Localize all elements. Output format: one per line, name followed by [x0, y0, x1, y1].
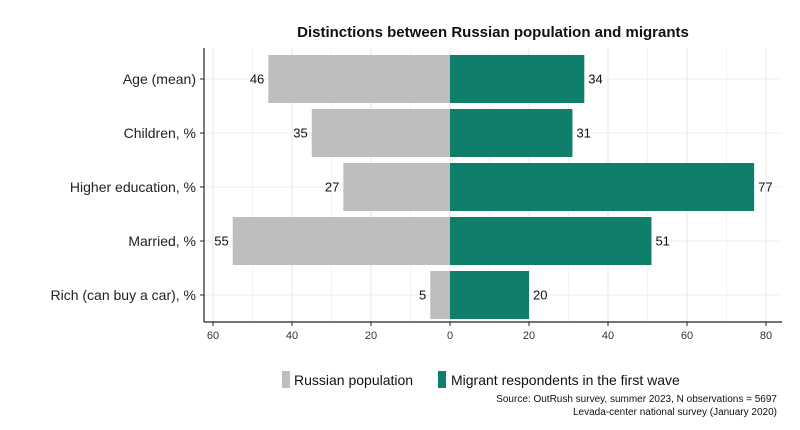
value-label-russian-population-3: 55: [214, 234, 228, 249]
bar-russian-population-1: [311, 109, 450, 157]
bar-russian-population-4: [430, 271, 450, 319]
category-label-1: Children, %: [124, 125, 196, 141]
legend-label-russian-population: Russian population: [294, 372, 413, 388]
value-label-migrant-respondents-2: 77: [758, 180, 772, 195]
x-tick-label-6: 60: [681, 330, 693, 342]
legend: Russian population Migrant respondents i…: [282, 371, 680, 388]
value-label-russian-population-0: 46: [250, 72, 264, 87]
category-labels: Age (mean) Children, % Higher education, %…: [51, 71, 197, 303]
value-label-migrant-respondents-4: 20: [533, 288, 547, 303]
bar-migrant-respondents-3: [450, 217, 652, 265]
bar-migrant-respondents-4: [450, 271, 529, 319]
x-tick-label-3: 0: [447, 330, 453, 342]
axes: [200, 48, 782, 326]
category-label-2: Higher education, %: [70, 179, 196, 195]
value-label-russian-population-2: 27: [325, 180, 339, 195]
x-tick-label-2: 20: [365, 330, 377, 342]
legend-label-migrant-respondents: Migrant respondents in the first wave: [451, 372, 680, 388]
legend-swatch-russian-population: [282, 371, 290, 388]
category-label-4: Rich (can buy a car), %: [51, 287, 197, 303]
value-labels: 46 34 35 31 27 77 55 51 5 20: [214, 72, 772, 303]
bar-russian-population-0: [268, 55, 450, 103]
source-line-1: Source: OutRush survey, summer 2023, N o…: [496, 394, 777, 405]
value-label-russian-population-1: 35: [293, 126, 307, 141]
category-label-3: Married, %: [128, 233, 196, 249]
value-label-migrant-respondents-1: 31: [576, 126, 590, 141]
value-label-migrant-respondents-0: 34: [588, 72, 602, 87]
bar-russian-population-2: [343, 163, 450, 211]
value-label-russian-population-4: 5: [419, 288, 426, 303]
bars: [232, 55, 755, 319]
source-line-2: Levada-center national survey (January 2…: [573, 407, 777, 418]
x-tick-label-7: 80: [760, 330, 772, 342]
bar-migrant-respondents-0: [450, 55, 585, 103]
x-tick-label-4: 20: [523, 330, 535, 342]
x-tick-label-5: 40: [602, 330, 614, 342]
x-tick-label-1: 40: [286, 330, 298, 342]
x-tick-label-0: 60: [207, 330, 219, 342]
bar-migrant-respondents-1: [450, 109, 573, 157]
x-tick-labels: 60 40 20 0 20 40 60 80: [207, 330, 772, 342]
bar-russian-population-3: [232, 217, 450, 265]
bar-migrant-respondents-2: [450, 163, 755, 211]
value-label-migrant-respondents-3: 51: [655, 234, 669, 249]
chart-title: Distinctions between Russian population …: [297, 24, 689, 41]
category-label-0: Age (mean): [123, 71, 196, 87]
legend-swatch-migrant-respondents: [438, 371, 446, 388]
